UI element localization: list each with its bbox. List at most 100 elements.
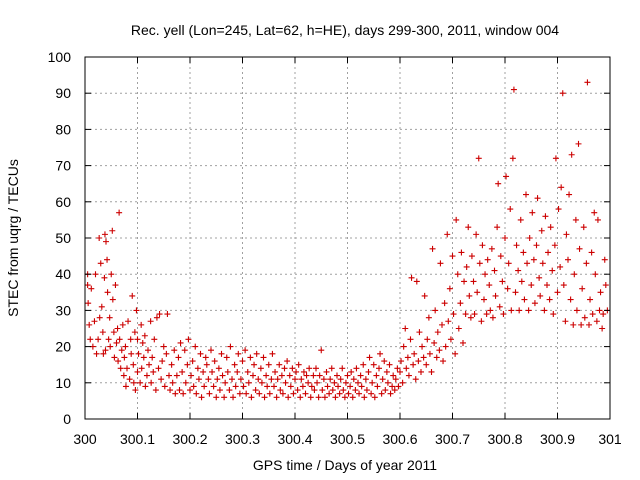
data-point [120, 372, 127, 379]
data-point [112, 282, 119, 289]
data-point [175, 354, 182, 361]
data-point [211, 358, 218, 365]
data-point [547, 224, 554, 231]
data-point [520, 249, 527, 256]
data-point [596, 307, 603, 314]
data-point [353, 365, 360, 372]
data-point [243, 390, 250, 397]
data-point [530, 256, 537, 263]
data-point [502, 235, 508, 241]
data-point [315, 394, 322, 401]
data-point [500, 311, 507, 318]
data-point [587, 296, 594, 303]
data-point [420, 354, 427, 361]
data-point [573, 307, 580, 314]
data-point [455, 325, 462, 332]
data-point [132, 387, 139, 394]
data-point [328, 365, 335, 372]
data-point [531, 300, 538, 307]
data-point [245, 379, 252, 386]
data-point [145, 347, 151, 354]
data-point [423, 361, 430, 368]
data-point [203, 361, 210, 368]
data-point [102, 347, 109, 354]
data-point [292, 376, 298, 383]
data-point [575, 140, 582, 147]
data-point [356, 390, 363, 397]
data-point [368, 390, 375, 397]
data-point [578, 321, 585, 328]
data-point [437, 260, 444, 267]
data-point [180, 390, 187, 397]
data-point [450, 311, 457, 318]
data-point [201, 383, 208, 390]
data-point [566, 191, 573, 198]
data-point [224, 368, 231, 375]
axis-ticks [84, 56, 611, 420]
data-point [507, 206, 514, 213]
data-point [210, 383, 217, 390]
data-point [599, 325, 606, 332]
data-point [85, 300, 92, 307]
data-point [308, 383, 315, 390]
data-point [347, 383, 354, 390]
data-point [600, 311, 607, 318]
data-point [130, 361, 137, 368]
data-point [418, 368, 424, 375]
data-point [235, 350, 242, 357]
data-point [572, 216, 579, 223]
data-point [473, 231, 480, 238]
y-tick-label: 90 [55, 85, 71, 101]
data-point [510, 86, 517, 93]
data-point [229, 376, 235, 383]
data-point [234, 368, 241, 375]
data-point [525, 307, 532, 314]
data-point [134, 336, 141, 343]
data-point [282, 379, 289, 386]
data-point [601, 256, 608, 263]
data-point [231, 361, 238, 368]
data-point [252, 387, 259, 394]
data-point [239, 358, 246, 365]
data-point [355, 379, 361, 386]
data-point [116, 336, 123, 343]
data-point [378, 390, 385, 397]
data-point [479, 242, 486, 249]
data-point [316, 372, 323, 379]
data-point [98, 303, 105, 310]
data-point [266, 390, 273, 397]
data-point [311, 387, 318, 394]
data-point [202, 354, 209, 361]
data-point [424, 336, 431, 343]
data-point [173, 372, 180, 379]
x-tick-label: 300.4 [277, 431, 312, 447]
data-point [560, 282, 567, 289]
data-point [127, 336, 134, 343]
data-point [458, 249, 465, 256]
data-point [550, 311, 557, 318]
data-point [446, 285, 453, 292]
data-point [104, 289, 111, 296]
data-point [444, 231, 451, 238]
x-tick-label: 300.8 [487, 431, 522, 447]
data-point [513, 242, 520, 249]
data-point [261, 394, 268, 401]
x-tick-label: 301 [598, 431, 622, 447]
data-point [169, 379, 176, 386]
data-point [264, 383, 271, 390]
data-point [256, 390, 263, 397]
data-point [433, 354, 440, 361]
data-point [272, 368, 279, 375]
data-point [581, 314, 588, 321]
data-point [221, 394, 228, 401]
data-point [389, 383, 396, 390]
data-point [164, 311, 171, 318]
data-point [586, 321, 592, 328]
data-point [447, 336, 454, 343]
data-point [350, 376, 357, 383]
data-point [117, 365, 124, 372]
data-point [143, 372, 150, 379]
y-tick-label: 40 [55, 266, 71, 282]
data-point [205, 376, 212, 383]
data-point [218, 350, 225, 357]
